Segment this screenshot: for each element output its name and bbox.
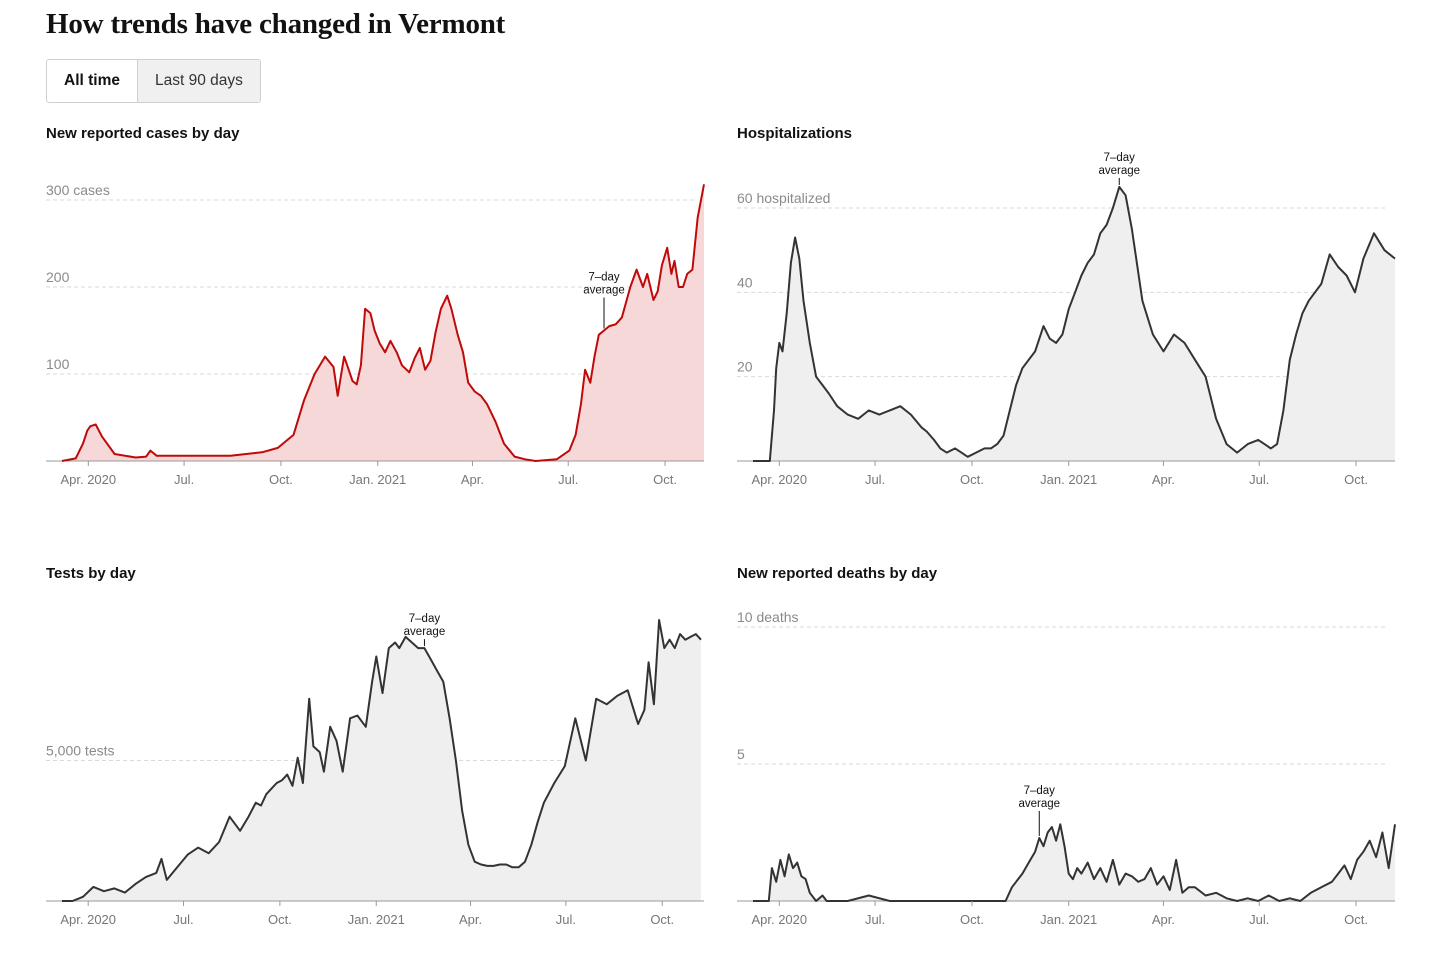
series-line-7-day-average [61,184,705,462]
y-tick-label: 10 deaths [737,609,799,625]
deaths-chart-title: New reported deaths by day [737,565,938,582]
x-tick-label: Apr. [461,472,484,487]
x-tick-label: Oct. [960,912,984,927]
tests-chart: 5,000 tests Apr. 2020 Jul. Oct. Jan. 2021 Apr… [46,613,704,927]
area-fill [62,620,701,901]
annotation-7-day-average: 7–day average [404,613,446,638]
x-tick-label: Oct. [269,472,293,487]
page-title: How trends have changed in Vermont [46,8,506,40]
x-tick-label: Apr. [1152,472,1175,487]
x-tick-label: Apr. [1152,912,1175,927]
x-tick-label: Jul. [1249,912,1269,927]
x-tick-label: Jul. [174,472,194,487]
area-fill [753,824,1395,901]
series-line-7-day-average [753,185,1396,462]
x-tick-label: Oct. [1344,912,1368,927]
y-tick-label: 5,000 tests [46,743,115,759]
y-tick-label: 5 [737,746,745,762]
last-90-days-button[interactable]: Last 90 days [137,60,260,102]
series-line-7-day-average [753,823,1396,902]
x-tick-label: Jul. [173,912,193,927]
x-tick-label: Oct. [650,912,674,927]
cases-chart: 300 cases 200 100 Apr. 2020 Jul. Oct. Jan. 202… [46,182,705,487]
x-tick-label: Oct. [1344,472,1368,487]
x-tick-label: Jul. [558,472,578,487]
x-tick-label: Apr. 2020 [60,912,116,927]
time-range-toggle[interactable]: All time Last 90 days [46,59,261,103]
area-fill [753,186,1395,461]
hospitalizations-chart-title: Hospitalizations [737,125,853,142]
x-tick-label: Jan. 2021 [1040,472,1097,487]
x-tick-label: Oct. [268,912,292,927]
x-tick-label: Oct. [960,472,984,487]
x-tick-label: Jul. [865,472,885,487]
annotation-7-day-average: 7–day average [583,272,625,297]
cases-chart-title: New reported cases by day [46,125,240,142]
y-tick-label: 20 [737,359,753,375]
hospitalizations-chart: 60 hospitalized 40 20 Apr. 2020 Jul. Oct. Jan.… [737,152,1396,487]
x-tick-label: Oct. [653,472,677,487]
y-tick-label: 300 cases [46,182,110,198]
x-tick-label: Apr. 2020 [60,472,116,487]
x-tick-label: Apr. 2020 [751,912,807,927]
y-tick-label: 40 [737,274,753,290]
y-tick-label: 200 [46,269,70,285]
series-line-7-day-average [62,619,702,902]
x-tick-label: Jul. [865,912,885,927]
x-tick-label: Jan. 2021 [349,472,406,487]
annotation-7-day-average: 7–day average [1098,152,1140,177]
x-tick-label: Apr. [459,912,482,927]
x-tick-label: Jul. [556,912,576,927]
y-tick-label: 60 hospitalized [737,190,830,206]
x-tick-label: Apr. 2020 [751,472,807,487]
x-tick-label: Jan. 2021 [1040,912,1097,927]
area-fill [62,184,704,462]
x-tick-label: Jul. [1249,472,1269,487]
all-time-button[interactable]: All time [47,60,138,102]
x-tick-label: Jan. 2021 [348,912,405,927]
y-tick-label: 100 [46,356,70,372]
tests-chart-title: Tests by day [46,565,136,582]
annotation-7-day-average: 7–day average [1018,785,1060,810]
deaths-chart: 10 deaths 5 Apr. 2020 Jul. Oct. Jan. 2021 Apr.… [737,609,1396,927]
